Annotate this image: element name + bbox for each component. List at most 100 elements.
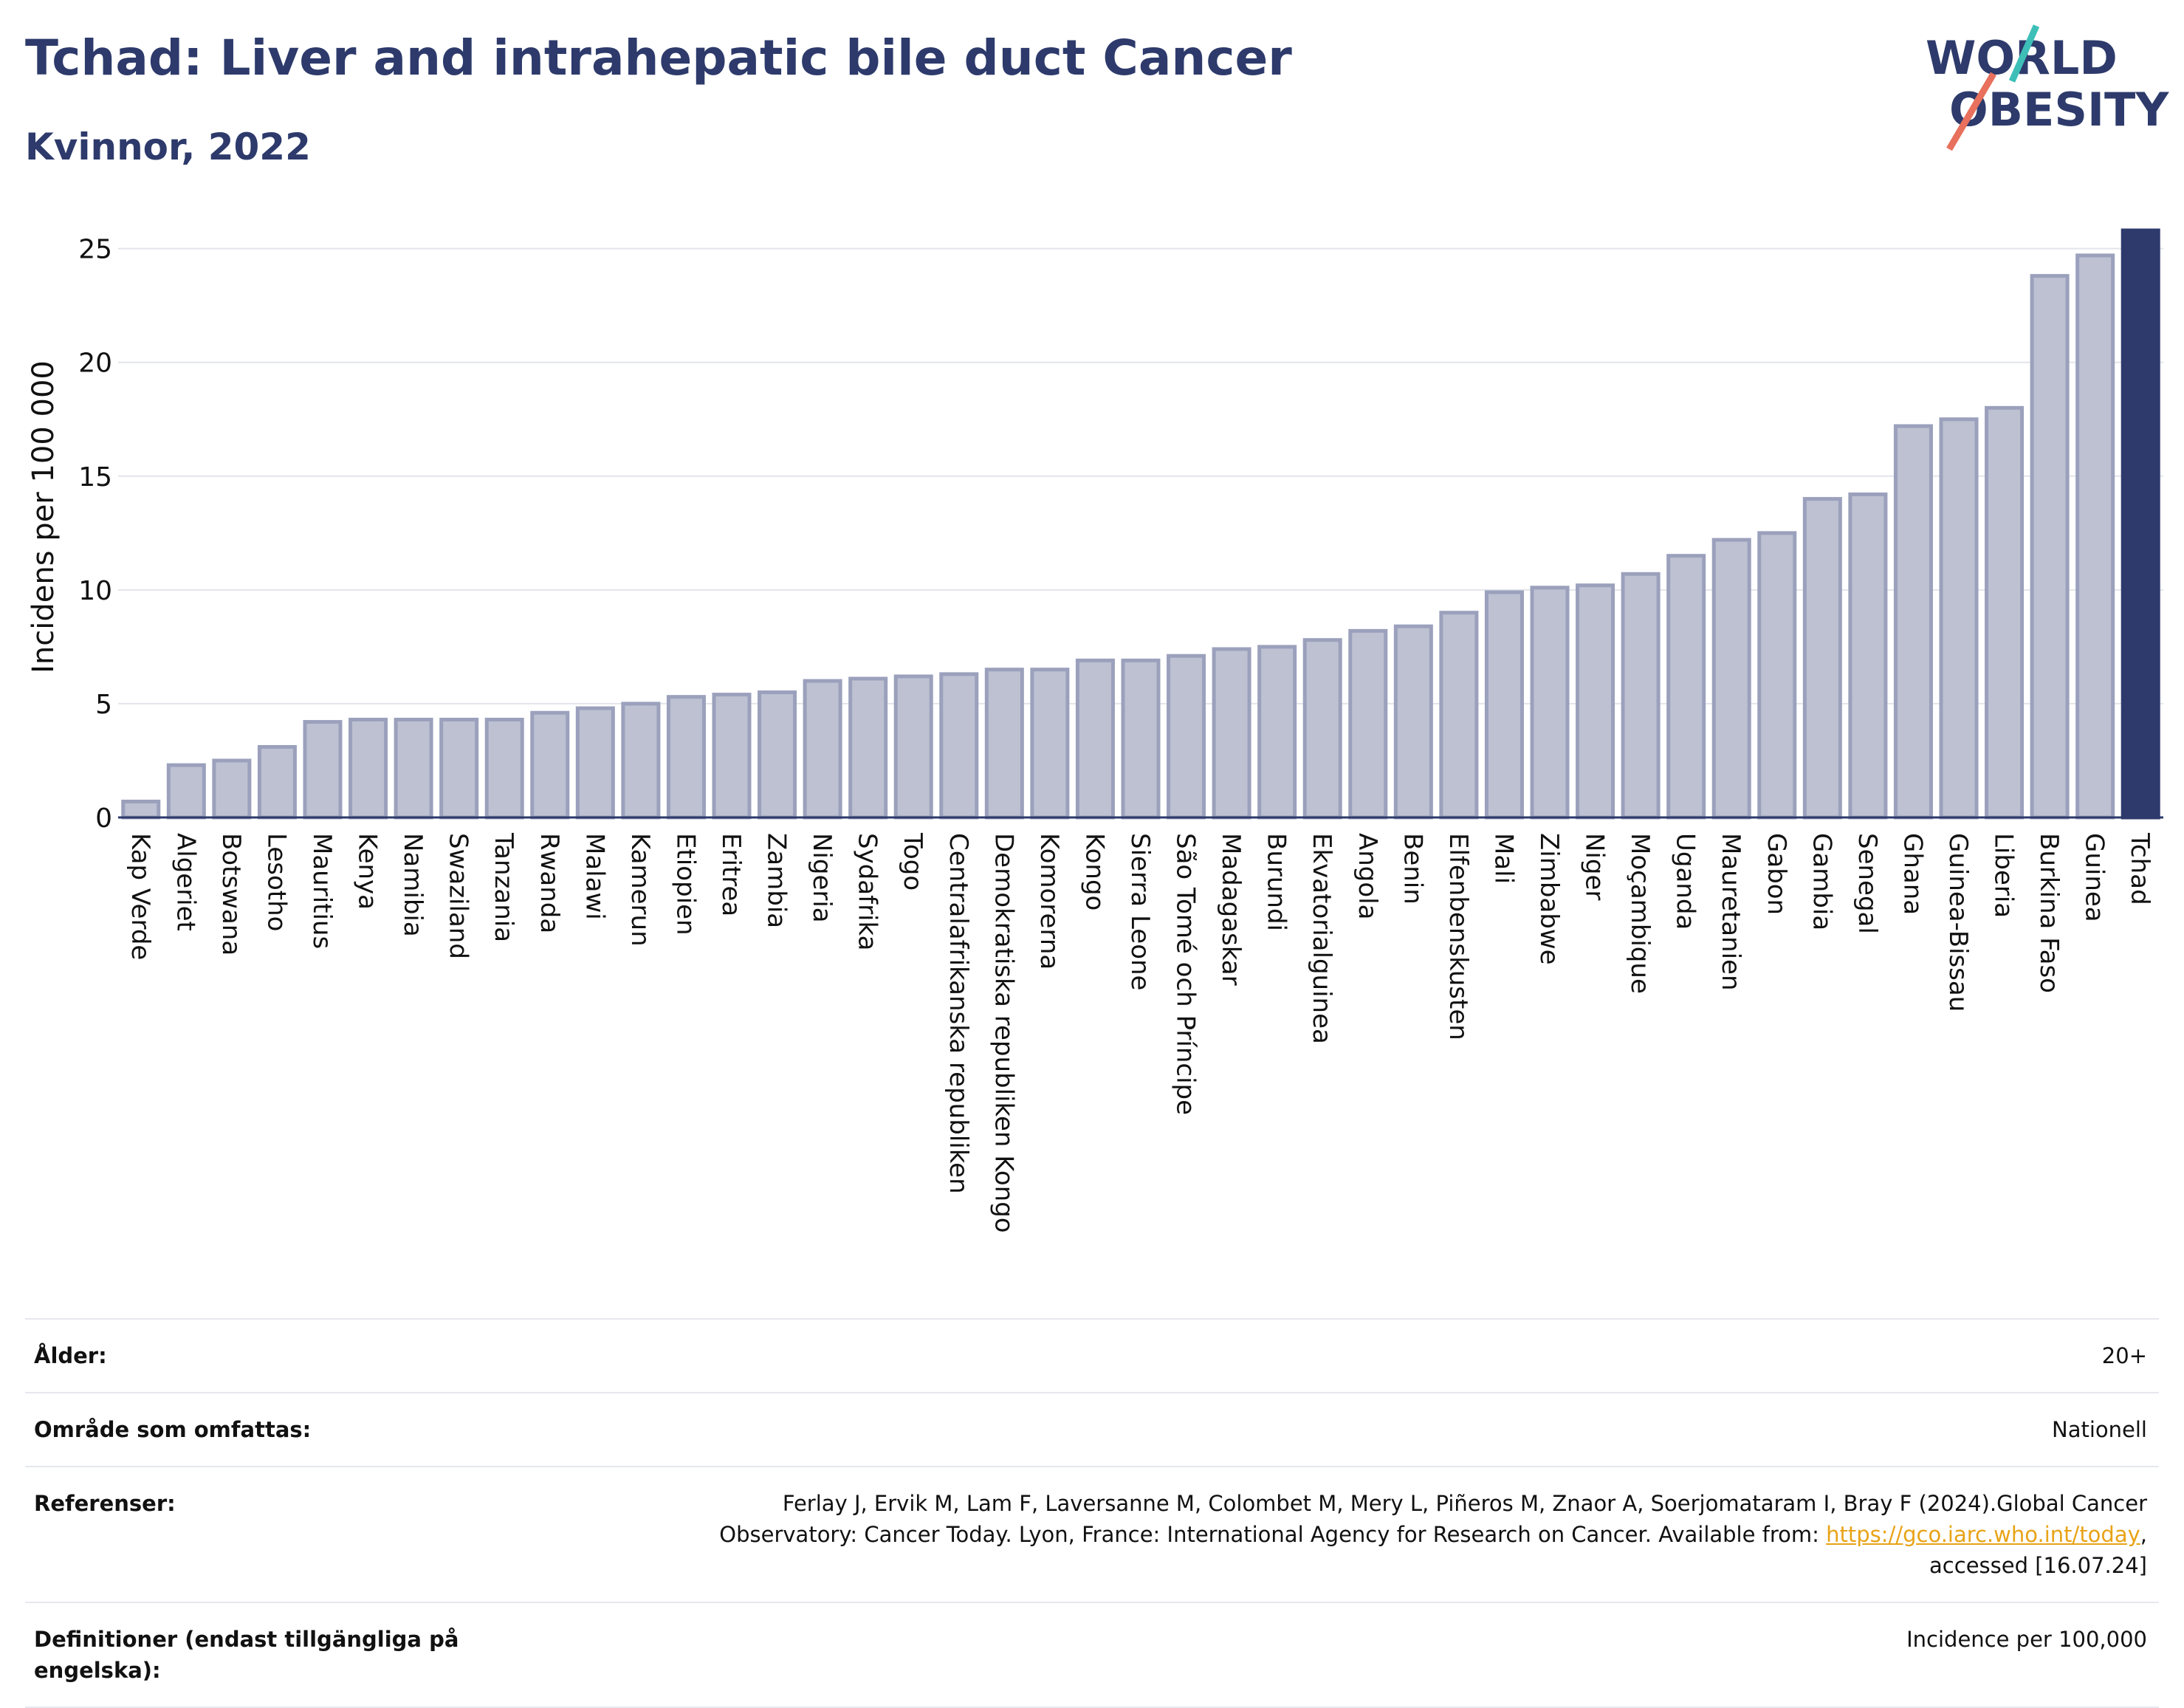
area-label: Område som omfattas: <box>34 1417 312 1443</box>
bar <box>939 672 979 820</box>
x-tick-label: Komorerna <box>1034 833 1064 970</box>
x-tick-label: Kap Verde <box>126 833 155 960</box>
world-obesity-logo: WORLD OBESITY <box>1926 24 2169 151</box>
bar <box>2075 253 2115 820</box>
x-tick-label: Angola <box>1353 833 1382 919</box>
bar <box>348 718 388 820</box>
page-title: Tchad: Liver and intrahepatic bile duct … <box>25 30 1292 86</box>
y-axis-label: Incidens per 100 000 <box>27 360 61 673</box>
info-row-age: Ålder: 20+ <box>25 1318 2159 1392</box>
bar <box>1985 405 2025 820</box>
x-tick-label: Gabon <box>1762 833 1791 915</box>
x-tick-label: Burkina Faso <box>2034 833 2064 993</box>
y-tick-label: 25 <box>78 235 112 265</box>
bar <box>1757 531 1797 820</box>
reference-text-4: accessed [16.07.24] <box>1929 1553 2147 1579</box>
x-tick-label: Mauritius <box>307 833 337 949</box>
definitions-label: Definitioner (endast tillgängliga på eng… <box>34 1627 459 1684</box>
bar <box>1302 638 1342 820</box>
x-tick-label: Senegal <box>1852 833 1882 934</box>
bar <box>2030 274 2070 820</box>
bar <box>1484 590 1524 820</box>
x-tick-label: Togo <box>898 832 927 891</box>
x-tick-label: Ekvatorialguinea <box>1307 833 1336 1044</box>
bar <box>1802 497 1842 820</box>
bar <box>712 693 752 820</box>
info-row-area: Område som omfattas: Nationell <box>25 1392 2159 1466</box>
y-tick-label: 15 <box>78 462 112 493</box>
x-tick-label: Namibia <box>398 833 427 937</box>
x-tick-label: Rwanda <box>535 833 564 933</box>
bar <box>1030 668 1070 820</box>
bar-chart: 0 5 10 15 20 25 Kap Verde Algeriet Botswana Leso… <box>27 228 2163 1233</box>
y-tick-label: 5 <box>95 690 112 720</box>
bar <box>1621 572 1661 820</box>
x-tick-label: Gambia <box>1807 833 1836 930</box>
info-row-definitions: Definitioner (endast tillgängliga på eng… <box>25 1602 2159 1708</box>
bar <box>166 763 206 820</box>
x-tick-label: Eritrea <box>716 833 746 916</box>
bar <box>2121 228 2160 820</box>
bar <box>1939 417 1979 820</box>
x-tick-label: Moçambique <box>1625 833 1655 994</box>
x-tick-label: Algeriet <box>171 833 200 931</box>
x-tick-label: Madagaskar <box>1216 833 1246 986</box>
x-tick-label: Ghana <box>1898 833 1927 915</box>
bar <box>257 744 297 820</box>
bar <box>1393 624 1433 820</box>
x-tick-label: Swaziland <box>444 833 473 959</box>
info-row-references: Referenser: Ferlay J, Ervik M, Lam F, La… <box>25 1466 2159 1602</box>
x-tick-label: Kamerun <box>625 833 655 947</box>
y-tick-label: 10 <box>78 576 112 606</box>
bar <box>394 718 433 820</box>
reference-link[interactable]: https://gco.iarc.who.int/today <box>1826 1522 2140 1548</box>
bar <box>984 668 1024 820</box>
bar <box>484 718 524 820</box>
bar <box>848 676 888 820</box>
x-tick-label: Sierra Leone <box>1125 833 1155 990</box>
bar <box>1711 538 1751 820</box>
x-tick-label: Zambia <box>762 833 791 928</box>
reference-text-3: , <box>2140 1522 2147 1548</box>
x-tick-label: Lesotho <box>261 833 291 931</box>
bar <box>439 718 479 820</box>
reference-text-2: Observatory: Cancer Today. Lyon, France:… <box>719 1522 1827 1548</box>
logo-slash-coral <box>1946 72 1996 151</box>
x-tick-label: Demokratiska republiken Kongo <box>989 833 1018 1233</box>
bar <box>1167 654 1206 820</box>
x-tick-label: Kongo <box>1079 833 1109 910</box>
age-label: Ålder: <box>34 1343 107 1368</box>
x-tick-label: Benin <box>1398 833 1427 905</box>
references-label: Referenser: <box>34 1491 176 1517</box>
x-tick-label: São Tomé och Príncipe <box>1171 833 1201 1115</box>
bar <box>303 720 343 820</box>
bar <box>1439 611 1479 820</box>
bar <box>893 674 933 820</box>
x-tick-label: Malawi <box>580 833 609 920</box>
x-tick-label: Tchad <box>2125 832 2154 905</box>
x-tick-label: Zimbabwe <box>1534 833 1564 965</box>
x-tick-label: Burundi <box>1262 833 1291 931</box>
bar <box>212 758 252 820</box>
x-tick-label: Sydafrika <box>853 833 882 950</box>
x-tick-labels: Kap Verde Algeriet Botswana Lesotho Mauritiu… <box>126 832 2154 1233</box>
x-tick-label: Kenya <box>353 833 382 910</box>
y-tick-label: 20 <box>78 349 112 379</box>
logo-slash-teal <box>2008 24 2040 83</box>
bar <box>1212 647 1251 820</box>
bar <box>758 690 797 820</box>
x-tick-label: Elfenbenskusten <box>1443 833 1473 1040</box>
bar <box>803 679 842 820</box>
reference-text-1: Ferlay J, Ervik M, Lam F, Laversanne M, … <box>782 1491 2147 1517</box>
bars <box>121 228 2160 820</box>
bar <box>621 702 661 820</box>
bar <box>1348 628 1388 820</box>
x-tick-label: Guinea <box>2080 833 2109 922</box>
area-value: Nationell <box>2052 1417 2147 1443</box>
x-tick-label: Liberia <box>1989 833 2019 918</box>
bar <box>121 799 161 820</box>
bar <box>530 710 570 820</box>
x-tick-label: Mauretanien <box>1716 833 1745 991</box>
x-tick-label: Botswana <box>216 833 246 956</box>
x-tick-label: Guinea-Bissau <box>1943 833 1973 1012</box>
